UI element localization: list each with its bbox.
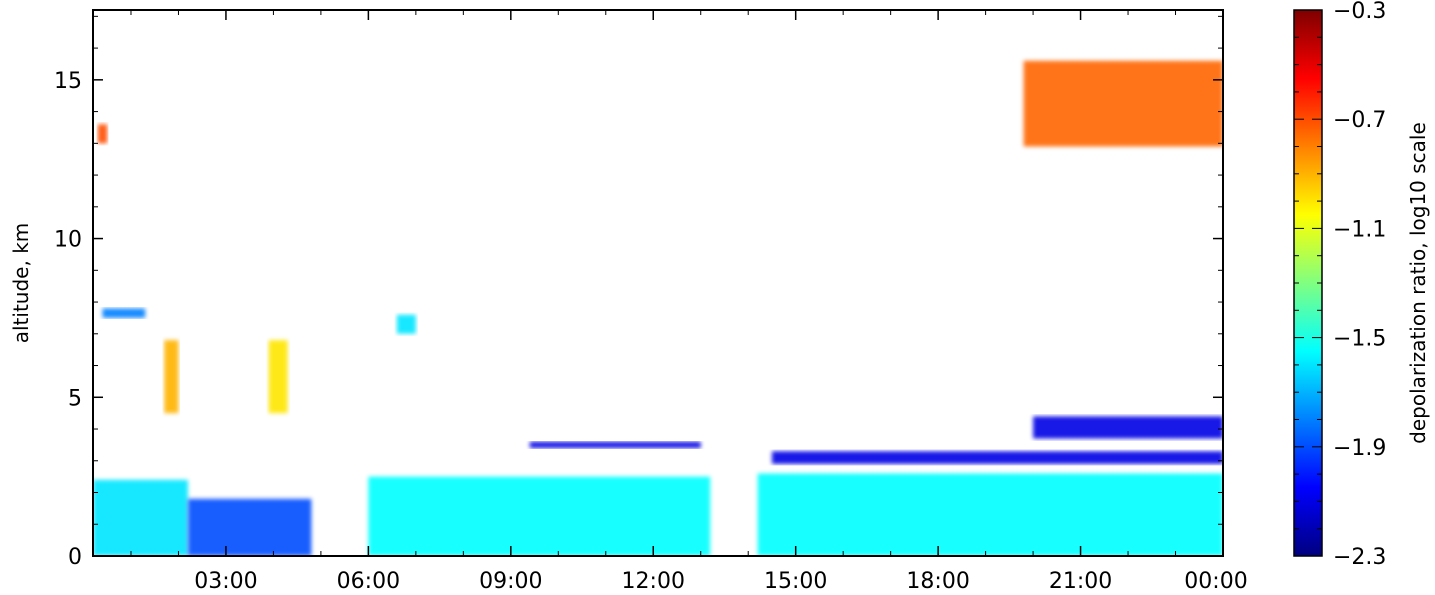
heatmap-region	[102, 308, 146, 318]
plot-area: 03:00 06:00 09:00 12:00 15:00 18:00 21:00 00:00…	[9, 9, 1248, 594]
y-tick-label: 0	[68, 545, 82, 570]
x-tick-label: 00:00	[1184, 569, 1247, 594]
x-tick-label: 09:00	[479, 569, 542, 594]
x-tick-label: 03:00	[194, 569, 257, 594]
colorbar: −0.3 −0.7 −1.1 −1.5 −1.9 −2.3 depolarization …	[1293, 0, 1430, 570]
heatmap-region	[97, 124, 108, 144]
heatmap-region	[529, 441, 701, 449]
x-tick-label: 21:00	[1049, 569, 1112, 594]
y-axis: 0 5 10 15	[54, 15, 1223, 570]
x-tick-label: 15:00	[764, 569, 827, 594]
colorbar-label: depolarization ratio, log10 scale	[1406, 122, 1430, 444]
colorbar-tick-label: −1.9	[1333, 436, 1386, 461]
colorbar-tick-label: −0.3	[1333, 0, 1386, 24]
x-axis: 03:00 06:00 09:00 12:00 15:00 18:00 21:00 00:00	[130, 10, 1248, 594]
y-tick-label: 15	[54, 69, 82, 94]
colorbar-tick-label: −0.7	[1333, 108, 1386, 133]
heatmap-region	[164, 340, 179, 414]
heatmap-region	[771, 451, 1223, 464]
colorbar-ticks: −0.3 −0.7 −1.1 −1.5 −1.9 −2.3	[1294, 0, 1386, 570]
heatmap-regions	[93, 60, 1223, 556]
x-tick-label: 18:00	[906, 569, 969, 594]
y-axis-label: altitude, km	[9, 223, 33, 344]
heatmap-region	[1033, 416, 1223, 439]
x-tick-label: 12:00	[622, 569, 685, 594]
x-tick-label: 06:00	[337, 569, 400, 594]
colorbar-tick-label: −2.3	[1333, 545, 1386, 570]
colorbar-tick-label: −1.1	[1333, 217, 1386, 242]
heatmap-region	[757, 473, 1223, 556]
plot-frame	[92, 9, 1224, 557]
y-tick-label: 10	[54, 228, 82, 253]
heatmap-region	[187, 498, 312, 556]
heatmap-region	[1023, 60, 1223, 147]
heatmap-region	[93, 479, 188, 556]
heatmap-region	[268, 340, 288, 414]
colorbar-tick-label: −1.5	[1333, 327, 1386, 352]
heatmap-region	[396, 314, 416, 334]
heatmap-region	[368, 476, 711, 556]
y-tick-label: 5	[68, 386, 82, 411]
